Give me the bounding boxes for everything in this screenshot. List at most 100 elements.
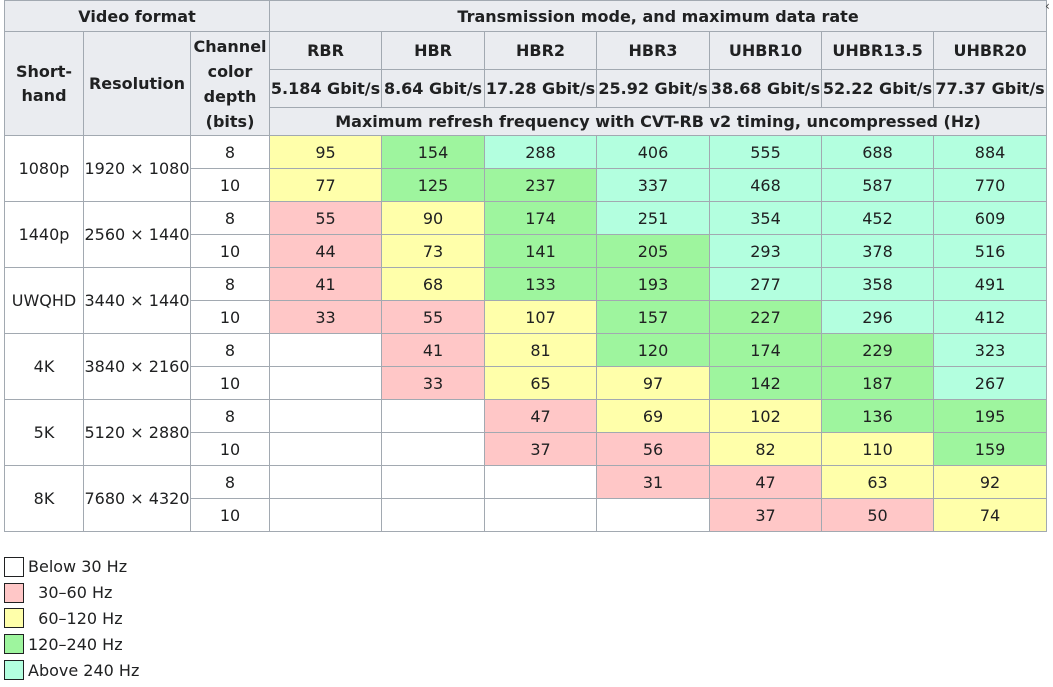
resolution-cell: 2560 × 1440	[83, 201, 191, 268]
table-row: 10 37 50 74	[5, 498, 1048, 532]
refresh-cell: 267	[933, 366, 1048, 400]
legend-item: Above 240 Hz	[4, 657, 139, 683]
refresh-cell: 337	[596, 168, 711, 202]
legend-label: Above 240 Hz	[28, 660, 140, 680]
table-row: UWQHD 3440 × 1440 8 41 68 133 193 277 358 491	[4, 267, 1048, 334]
depth-cell: 8	[189, 267, 271, 301]
rate-header: 25.92 Gbit/s	[596, 69, 711, 108]
refresh-cell: 688	[821, 135, 935, 169]
refresh-cell	[269, 366, 383, 400]
table-row: 10 37 56 82 110 159	[5, 432, 1048, 466]
refresh-cell: 50	[821, 498, 935, 532]
table-row: 10 44 73 141 205 293 378 516	[5, 234, 1048, 268]
legend-swatch	[4, 556, 24, 577]
video-format-header: Video format	[3, 0, 271, 32]
refresh-cell: 884	[933, 135, 1048, 169]
refresh-cell: 92	[933, 465, 1048, 499]
refresh-cell: 47	[484, 399, 598, 433]
depth-cell: 8	[189, 399, 271, 433]
resolution-header: Resolution	[83, 31, 191, 136]
rate-header: 77.37 Gbit/s	[933, 69, 1048, 108]
refresh-cell	[269, 432, 383, 466]
refresh-cell: 195	[933, 399, 1048, 433]
resolution-cell: 7680 × 4320	[83, 465, 191, 532]
rate-header: 5.184 Gbit/s	[269, 69, 383, 108]
refresh-cell: 406	[596, 135, 711, 169]
table-row: 1080p 1920 × 1080 8 95 154 288 406 555 688 884	[4, 135, 1048, 202]
refresh-cell: 142	[709, 366, 823, 400]
depth-cell: 8	[189, 201, 271, 235]
refresh-cell: 81	[484, 333, 598, 367]
table-row: 1440p 2560 × 1440 8 55 90 174 251 354 452 609	[4, 201, 1048, 268]
refresh-cell: 227	[709, 300, 823, 334]
legend-item: Below 30 Hz	[4, 554, 139, 580]
refresh-cell: 31	[596, 465, 711, 499]
depth-cell: 10	[189, 432, 271, 466]
refresh-cell	[269, 399, 383, 433]
refresh-cell: 555	[709, 135, 823, 169]
refresh-cell: 491	[933, 267, 1048, 301]
refresh-cell: 63	[821, 465, 935, 499]
refresh-cell: 44	[269, 234, 383, 268]
legend-item: 120–240 Hz	[4, 631, 139, 657]
table-row: 5K 5120 × 2880 8 47 69 102 136 195	[4, 399, 1048, 466]
shorthand-cell: 1080p	[4, 135, 84, 202]
legend-label: 60–120 Hz	[28, 608, 123, 628]
refresh-cell: 452	[821, 201, 935, 235]
refresh-cell: 125	[381, 168, 486, 202]
legend-item: 60–120 Hz	[4, 606, 139, 632]
refresh-cell: 516	[933, 234, 1048, 268]
shorthand-cell: 5K	[4, 399, 84, 466]
refresh-cell: 174	[709, 333, 823, 367]
shorthand-cell: 4K	[4, 333, 84, 400]
refresh-cell: 293	[709, 234, 823, 268]
resolution-cell: 5120 × 2880	[83, 399, 191, 466]
refresh-cell: 174	[484, 201, 598, 235]
depth-cell: 8	[189, 333, 271, 367]
refresh-cell: 141	[484, 234, 598, 268]
refresh-cell: 90	[381, 201, 486, 235]
refresh-cell	[269, 465, 383, 499]
depth-cell: 10	[189, 300, 271, 334]
refresh-cell: 77	[269, 168, 383, 202]
refresh-cell: 229	[821, 333, 935, 367]
refresh-cell: 288	[484, 135, 598, 169]
refresh-cell: 47	[709, 465, 823, 499]
shorthand-cell: UWQHD	[4, 267, 84, 334]
color-legend: Below 30 Hz 30–60 Hz 60–120 Hz 120–240 Hz…	[4, 554, 139, 683]
legend-label: 30–60 Hz	[28, 583, 113, 603]
refresh-cell: 73	[381, 234, 486, 268]
refresh-cell: 323	[933, 333, 1048, 367]
depth-cell: 10	[189, 366, 271, 400]
shorthand-cell: 1440p	[4, 201, 84, 268]
refresh-cell: 412	[933, 300, 1048, 334]
refresh-cell: 41	[381, 333, 486, 367]
depth-cell: 10	[189, 168, 271, 202]
transmission-header: Transmission mode, and maximum data rate	[269, 0, 1048, 32]
refresh-cell: 33	[381, 366, 486, 400]
legend-label: 120–240 Hz	[28, 634, 123, 654]
mode-header: UHBR20	[933, 31, 1048, 70]
refresh-cell: 587	[821, 168, 935, 202]
refresh-cell	[484, 465, 598, 499]
refresh-cell: 770	[933, 168, 1048, 202]
refresh-cell: 82	[709, 432, 823, 466]
refresh-cell: 154	[381, 135, 486, 169]
refresh-cell: 102	[709, 399, 823, 433]
legend-swatch	[4, 608, 24, 629]
refresh-cell: 33	[269, 300, 383, 334]
refresh-cell: 55	[269, 201, 383, 235]
refresh-cell: 277	[709, 267, 823, 301]
refresh-cell: 609	[933, 201, 1048, 235]
refresh-cell	[269, 333, 383, 367]
refresh-cell	[381, 498, 486, 532]
refresh-cell: 37	[484, 432, 598, 466]
legend-swatch	[4, 660, 24, 681]
refresh-cell: 354	[709, 201, 823, 235]
refresh-cell: 296	[821, 300, 935, 334]
collapse-icon[interactable]: ‹	[1045, 0, 1050, 13]
table-row: 10 77 125 237 337 468 587 770	[5, 168, 1048, 202]
refresh-cell: 68	[381, 267, 486, 301]
rate-header: 52.22 Gbit/s	[821, 69, 935, 108]
refresh-cell: 468	[709, 168, 823, 202]
